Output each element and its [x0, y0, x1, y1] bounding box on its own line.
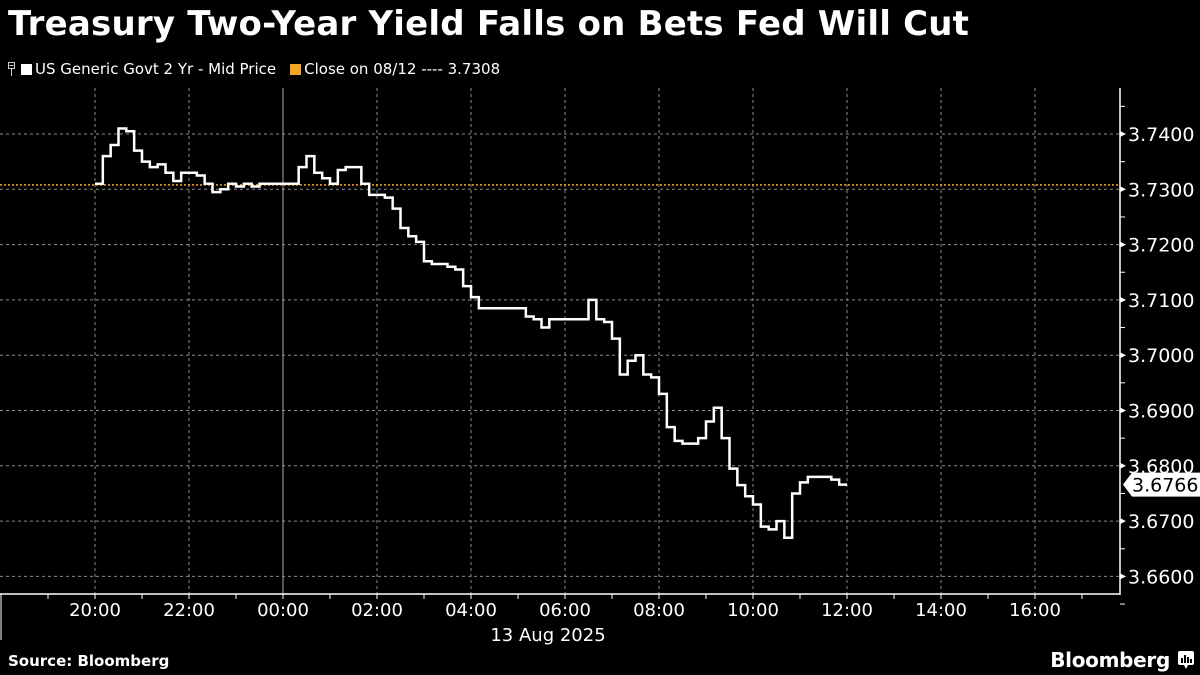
legend-swatch-white-icon	[21, 63, 32, 75]
x-tick-label: 10:00	[727, 600, 779, 621]
y-tick-marker	[1120, 518, 1126, 525]
y-tick-marker	[1120, 186, 1126, 193]
y-tick-label: 3.7200	[1128, 235, 1194, 257]
y-tick-label: 3.6800	[1128, 456, 1194, 478]
x-tick-label: 16:00	[1009, 600, 1061, 621]
y-tick-marker	[1120, 407, 1126, 414]
x-tick-label: 14:00	[915, 600, 967, 621]
x-tick-label: 06:00	[539, 600, 591, 621]
y-tick-label: 3.6700	[1128, 511, 1194, 533]
chart-bars-icon	[1178, 651, 1194, 669]
y-tick-marker	[1120, 462, 1126, 469]
y-tick-label: 3.7000	[1128, 345, 1194, 367]
y-tick-label: 3.6900	[1128, 401, 1194, 423]
y-tick-label: 3.7100	[1128, 290, 1194, 312]
x-tick-label: 00:00	[257, 600, 309, 621]
y-tick-marker	[1120, 241, 1126, 248]
y-tick-marker	[1120, 131, 1126, 137]
legend-pin-icon[interactable]	[8, 62, 15, 76]
y-tick-label: 3.7300	[1128, 179, 1194, 201]
y-tick-marker	[1120, 296, 1126, 303]
chart-title: Treasury Two-Year Yield Falls on Bets Fe…	[8, 4, 970, 44]
price-line	[95, 127, 847, 539]
source-label: Source: Bloomberg	[8, 652, 170, 670]
x-tick-label: 04:00	[445, 600, 497, 621]
x-tick-label: 08:00	[633, 600, 685, 621]
bloomberg-logo: Bloomberg	[1050, 648, 1170, 672]
date-label: 13 Aug 2025	[490, 625, 605, 646]
y-tick-marker	[1120, 352, 1126, 359]
legend-close-label: Close on 08/12 ---- 3.7308	[304, 60, 501, 78]
legend-series-label: US Generic Govt 2 Yr - Mid Price	[35, 60, 277, 78]
y-tick-marker	[1120, 573, 1126, 580]
legend: US Generic Govt 2 Yr - Mid Price Close o…	[8, 60, 510, 78]
y-tick-label: 3.7400	[1128, 124, 1194, 146]
legend-item-series[interactable]: US Generic Govt 2 Yr - Mid Price	[21, 60, 276, 78]
x-tick-label: 22:00	[163, 600, 215, 621]
legend-item-close[interactable]: Close on 08/12 ---- 3.7308	[290, 60, 500, 78]
last-value-tag	[1123, 472, 1200, 497]
y-tick-label: 3.6600	[1128, 566, 1194, 588]
x-tick-label: 02:00	[351, 600, 403, 621]
x-tick-label: 20:00	[69, 600, 121, 621]
x-tick-label: 12:00	[821, 600, 873, 621]
legend-swatch-orange-icon	[290, 63, 302, 75]
last-value-label: 3.6766	[1132, 475, 1198, 497]
